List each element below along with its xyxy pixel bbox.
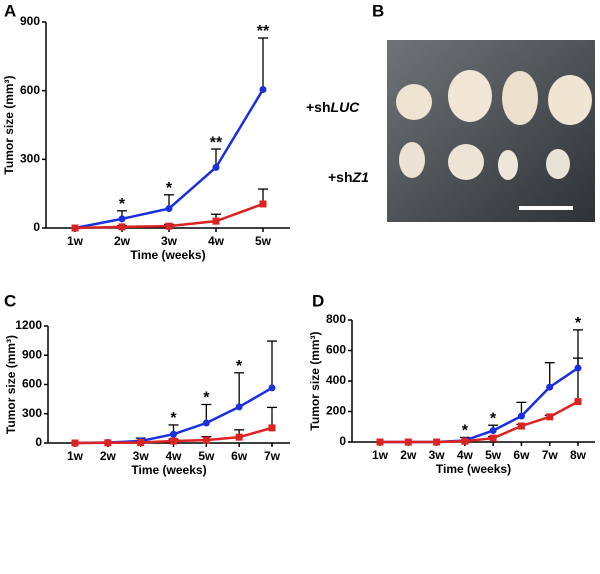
marker bbox=[259, 86, 267, 94]
marker bbox=[517, 422, 525, 430]
series-line bbox=[380, 400, 579, 444]
marker bbox=[574, 398, 582, 406]
x-tick-label: 7w bbox=[264, 449, 281, 463]
x-tick-label: 5w bbox=[198, 449, 215, 463]
marker bbox=[118, 223, 126, 231]
y-tick-label: 0 bbox=[33, 220, 40, 234]
row-prefix: +sh bbox=[306, 99, 331, 115]
x-tick-label: 1w bbox=[67, 449, 84, 463]
x-tick-label: 5w bbox=[485, 448, 502, 462]
x-tick-label: 4w bbox=[165, 449, 182, 463]
marker bbox=[71, 224, 79, 232]
marker bbox=[404, 438, 412, 446]
marker bbox=[118, 215, 126, 223]
x-tick-label: 6w bbox=[513, 448, 530, 462]
x-tick-label: 1w bbox=[372, 448, 389, 462]
marker bbox=[212, 163, 220, 171]
marker bbox=[489, 434, 497, 442]
marker bbox=[137, 439, 145, 447]
x-tick-label: 2w bbox=[100, 449, 117, 463]
x-tick-label: 4w bbox=[208, 234, 225, 248]
marker bbox=[170, 430, 177, 438]
y-axis-title: Tumor size (mm³) bbox=[308, 331, 322, 430]
significance: ** bbox=[257, 23, 270, 40]
y-tick-label: 300 bbox=[20, 152, 40, 166]
panel-letter: B bbox=[372, 1, 384, 20]
significance: * bbox=[236, 358, 243, 375]
y-tick-label: 600 bbox=[326, 343, 346, 357]
series-line bbox=[380, 367, 579, 444]
y-axis-title: Tumor size (mm³) bbox=[2, 75, 16, 174]
x-tick-label: 6w bbox=[231, 449, 248, 463]
marker bbox=[170, 437, 177, 445]
significance: * bbox=[166, 180, 173, 197]
y-tick-label: 300 bbox=[22, 406, 42, 420]
y-tick-label: 400 bbox=[326, 373, 346, 387]
panel-letter: D bbox=[312, 291, 324, 310]
marker bbox=[202, 436, 210, 444]
y-tick-label: 0 bbox=[35, 435, 42, 449]
x-tick-label: 4w bbox=[457, 448, 474, 462]
marker bbox=[433, 438, 441, 446]
x-tick-label: 3w bbox=[133, 449, 150, 463]
significance: * bbox=[119, 196, 126, 213]
y-tick-label: 200 bbox=[326, 404, 346, 418]
y-axis-title: Tumor size (mm³) bbox=[4, 335, 18, 434]
marker bbox=[165, 222, 173, 230]
y-tick-label: 900 bbox=[22, 347, 42, 361]
marker bbox=[461, 437, 469, 445]
x-tick-label: 3w bbox=[429, 448, 446, 462]
significance: * bbox=[490, 410, 497, 427]
significance: * bbox=[575, 315, 582, 332]
marker bbox=[235, 403, 243, 411]
marker bbox=[259, 200, 267, 208]
marker bbox=[489, 427, 497, 435]
x-axis-title: Time (weeks) bbox=[436, 462, 511, 476]
significance: * bbox=[462, 423, 469, 440]
marker bbox=[104, 439, 112, 447]
marker bbox=[546, 413, 554, 421]
x-tick-label: 5w bbox=[255, 234, 272, 248]
marker bbox=[202, 419, 210, 427]
marker bbox=[235, 433, 243, 441]
y-tick-label: 600 bbox=[20, 83, 40, 97]
marker bbox=[517, 412, 525, 420]
row-gene: LUC bbox=[331, 99, 361, 115]
photo bbox=[387, 40, 595, 222]
y-tick-label: 1200 bbox=[15, 318, 42, 332]
marker bbox=[71, 439, 79, 447]
marker bbox=[376, 438, 384, 446]
x-tick-label: 8w bbox=[570, 448, 587, 462]
panel-letter: A bbox=[4, 1, 16, 20]
marker bbox=[268, 384, 276, 392]
panel-letter: C bbox=[4, 291, 16, 310]
x-axis-title: Time (weeks) bbox=[130, 248, 205, 262]
x-tick-label: 3w bbox=[161, 234, 178, 248]
significance: * bbox=[203, 390, 210, 407]
x-axis-title: Time (weeks) bbox=[131, 463, 206, 477]
y-tick-label: 0 bbox=[339, 434, 346, 448]
marker bbox=[268, 424, 276, 432]
x-tick-label: 7w bbox=[542, 448, 559, 462]
row-label: +shZ1 bbox=[328, 169, 369, 185]
marker bbox=[546, 383, 554, 391]
marker bbox=[574, 364, 582, 372]
x-tick-label: 2w bbox=[114, 234, 131, 248]
y-tick-label: 800 bbox=[326, 312, 346, 326]
y-tick-label: 900 bbox=[20, 14, 40, 28]
significance: * bbox=[170, 410, 177, 427]
row-label: +shLUC bbox=[306, 99, 360, 115]
row-gene: Z1 bbox=[352, 169, 370, 185]
marker bbox=[165, 205, 173, 213]
x-tick-label: 2w bbox=[400, 448, 417, 462]
marker bbox=[212, 217, 220, 225]
row-prefix: +sh bbox=[328, 169, 353, 185]
x-tick-label: 1w bbox=[67, 234, 84, 248]
significance: ** bbox=[210, 134, 223, 151]
y-tick-label: 600 bbox=[22, 377, 42, 391]
